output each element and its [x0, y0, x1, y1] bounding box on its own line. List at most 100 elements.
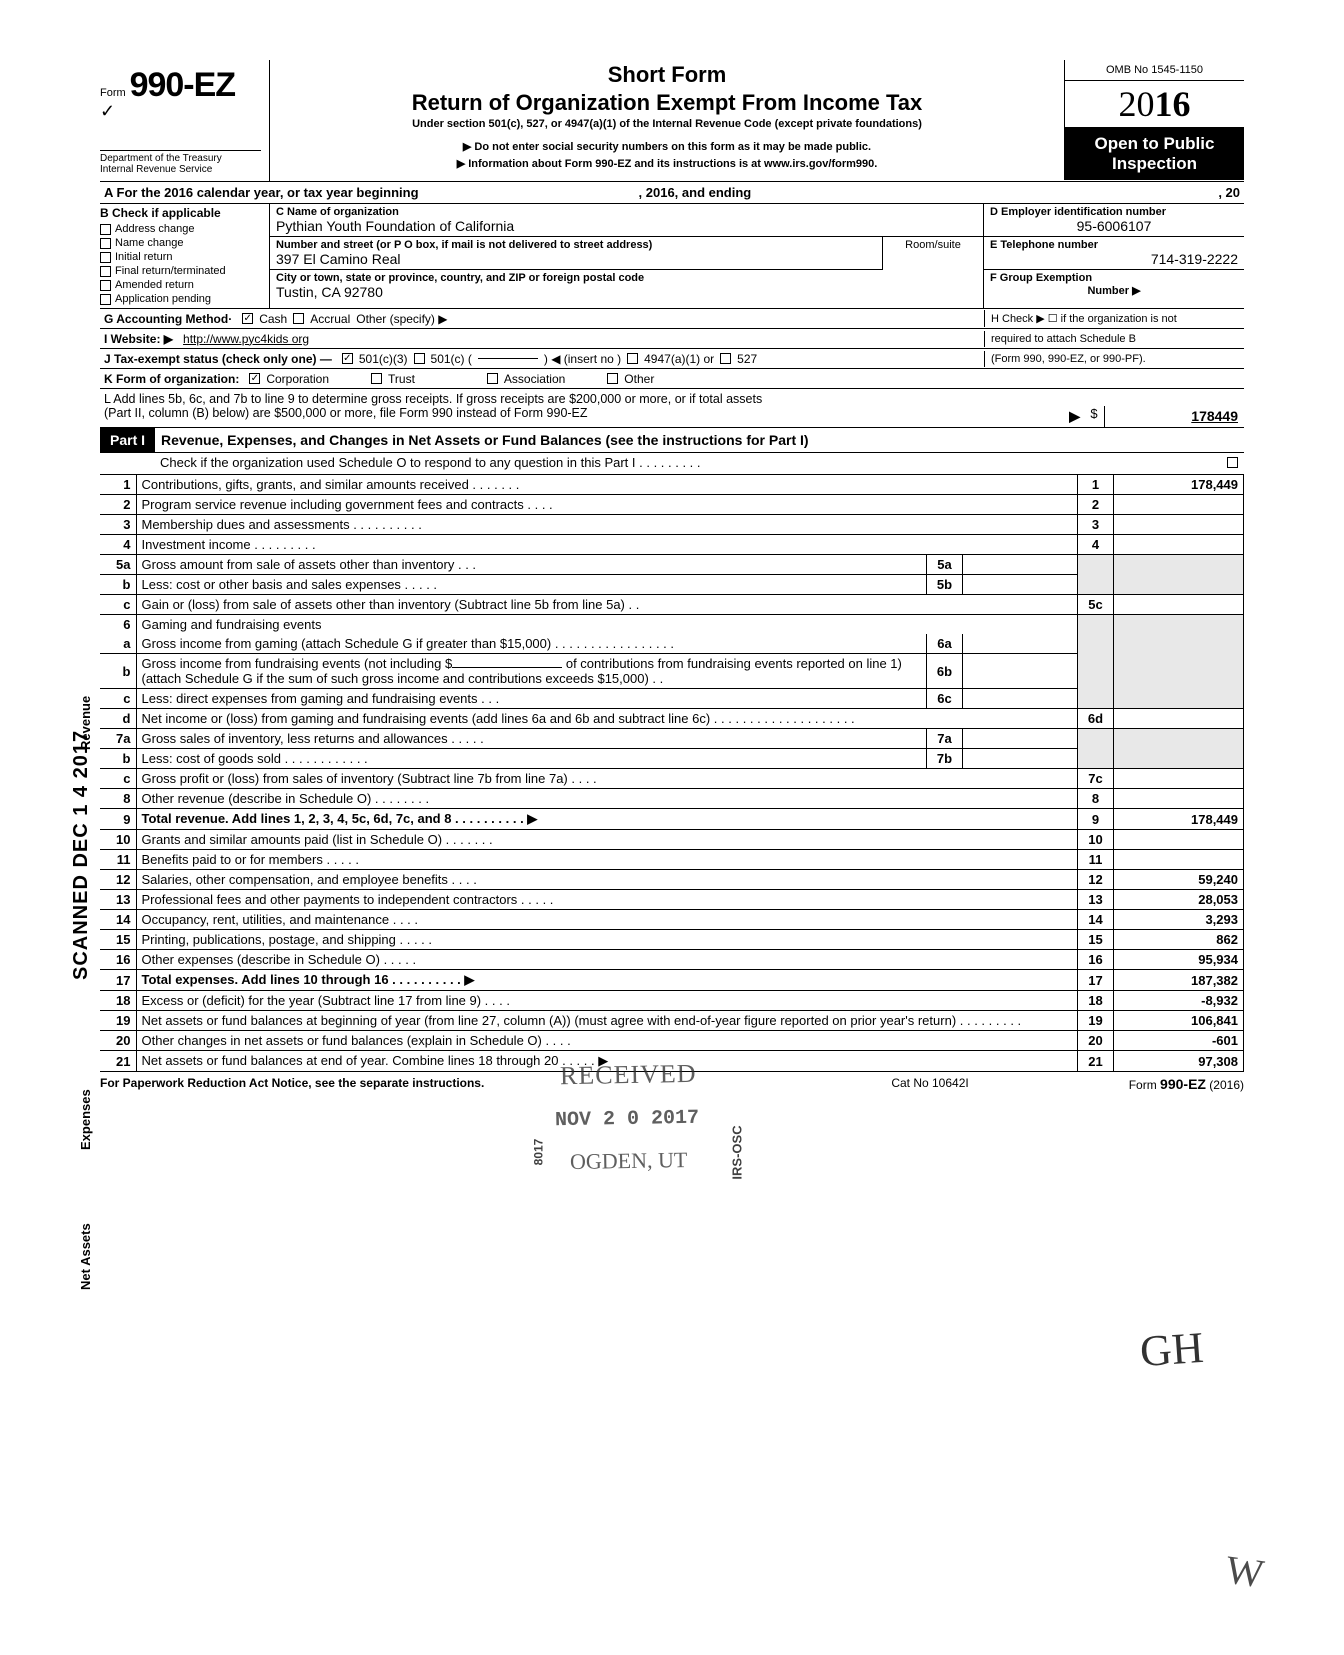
cb-cash[interactable]: ✓: [242, 313, 253, 324]
cb-501c3[interactable]: ✓: [342, 353, 353, 364]
year-bold: 16: [1155, 84, 1191, 124]
row-a-left: A For the 2016 calendar year, or tax yea…: [104, 185, 419, 200]
row-k: K Form of organization: ✓Corporation Tru…: [100, 369, 1244, 389]
cb-amended[interactable]: Amended return: [100, 278, 267, 292]
cb-corp[interactable]: ✓: [249, 373, 260, 384]
org-name-block: C Name of organization Pythian Youth Fou…: [270, 204, 983, 237]
line-14: 14 Occupancy, rent, utilities, and maint…: [100, 910, 1244, 930]
group-lbl: F Group Exemption: [990, 272, 1238, 284]
ssn-warning: ▶ Do not enter social security numbers o…: [276, 140, 1058, 153]
l-dollar: $: [1084, 406, 1104, 427]
row-g: G Accounting Method· ✓Cash Accrual Other…: [100, 310, 984, 328]
group-lbl2: Number ▶: [990, 284, 1238, 297]
cb-address-change[interactable]: Address change: [100, 222, 267, 236]
side-expenses: Expenses: [78, 1089, 93, 1150]
j-label: J Tax-exempt status (check only one) —: [104, 352, 332, 366]
ein-val: 95-6006107: [990, 218, 1238, 234]
cb-accrual[interactable]: [293, 313, 304, 324]
cb-501c[interactable]: [414, 353, 425, 364]
row-i: I Website: ▶ http://www.pyc4kids org req…: [100, 329, 1244, 349]
line-3: 3 Membership dues and assessments . . . …: [100, 515, 1244, 535]
line-6c: c Less: direct expenses from gaming and …: [100, 689, 1244, 709]
line-18: 18 Excess or (deficit) for the year (Sub…: [100, 991, 1244, 1011]
line-7c: c Gross profit or (loss) from sales of i…: [100, 769, 1244, 789]
open-public: Open to Public Inspection: [1065, 128, 1244, 180]
row-h-1: H Check ▶ ☐ if the organization is not: [984, 310, 1244, 327]
part1-tag: Part I: [100, 428, 155, 452]
line-2: 2 Program service revenue including gove…: [100, 495, 1244, 515]
header-left: Form 990-EZ ✓ Department of the Treasury…: [100, 60, 270, 181]
cb-trust[interactable]: [371, 373, 382, 384]
row-j: J Tax-exempt status (check only one) — ✓…: [100, 349, 1244, 369]
cb-527[interactable]: [720, 353, 731, 364]
header-right: OMB No 1545-1150 2016 Open to Public Ins…: [1064, 60, 1244, 180]
org-name-lbl: C Name of organization: [276, 206, 977, 218]
l-amount: 178449: [1104, 406, 1244, 427]
header-center: Short Form Return of Organization Exempt…: [270, 60, 1064, 172]
cb-final-return[interactable]: Final return/terminated: [100, 264, 267, 278]
part1-title: Revenue, Expenses, and Changes in Net As…: [155, 428, 1244, 452]
main-table: 1 Contributions, gifts, grants, and simi…: [100, 475, 1244, 1072]
part1-sub: Check if the organization used Schedule …: [100, 453, 1244, 475]
stamp-scanned: SCANNED DEC 1 4 2017: [70, 730, 93, 980]
city-block: City or town, state or province, country…: [270, 270, 983, 302]
line-9: 9 Total revenue. Add lines 1, 2, 3, 4, 5…: [100, 809, 1244, 830]
line-5c: c Gain or (loss) from sale of assets oth…: [100, 595, 1244, 615]
line-13: 13 Professional fees and other payments …: [100, 890, 1244, 910]
line-1: 1 Contributions, gifts, grants, and simi…: [100, 475, 1244, 495]
initial-mark: GH: [1139, 1322, 1206, 1377]
l-text1: L Add lines 5b, 6c, and 7b to line 9 to …: [104, 392, 762, 406]
line-6b: b Gross income from fundraising events (…: [100, 654, 1244, 689]
row-h-3: (Form 990, 990-EZ, or 990-PF).: [984, 351, 1244, 367]
line-5b: b Less: cost or other basis and sales ex…: [100, 575, 1244, 595]
return-title: Return of Organization Exempt From Incom…: [276, 90, 1058, 116]
line-17: 17 Total expenses. Add lines 10 through …: [100, 970, 1244, 991]
k-label: K Form of organization:: [104, 372, 239, 386]
tick-small: ✓: [100, 101, 261, 122]
cb-4947[interactable]: [627, 353, 638, 364]
line-19: 19 Net assets or fund balances at beginn…: [100, 1011, 1244, 1031]
col-b-header: B Check if applicable: [100, 206, 267, 222]
form-990ez: Form 990-EZ ✓ Department of the Treasury…: [100, 60, 1244, 1092]
addr-lbl: Number and street (or P O box, if mail i…: [276, 239, 876, 251]
form-prefix: Form: [100, 87, 126, 99]
dept-line2: Internal Revenue Service: [100, 164, 261, 175]
row-l-2: (Part II, column (B) below) are $500,000…: [100, 406, 1244, 428]
stamp-date: NOV 2 0 2017: [555, 1107, 699, 1133]
part1-sub-text: Check if the organization used Schedule …: [160, 455, 701, 470]
footer-right: Form 990-EZ (2016): [1129, 1076, 1244, 1092]
row-gh: G Accounting Method· ✓Cash Accrual Other…: [100, 309, 1244, 329]
line-15: 15 Printing, publications, postage, and …: [100, 930, 1244, 950]
phone-val: 714-319-2222: [990, 251, 1238, 267]
cb-name-change[interactable]: Name change: [100, 236, 267, 250]
tax-year: 2016: [1065, 81, 1244, 128]
addr-row: Number and street (or P O box, if mail i…: [270, 237, 983, 270]
ein-block: D Employer identification number 95-6006…: [984, 204, 1244, 237]
stamp-irsosc: IRS-OSC: [730, 1125, 745, 1179]
addr-block: Number and street (or P O box, if mail i…: [270, 237, 883, 270]
line-6: 6 Gaming and fundraising events: [100, 615, 1244, 635]
line-6a: a Gross income from gaming (attach Sched…: [100, 634, 1244, 654]
website-val: http://www.pyc4kids org: [183, 332, 309, 346]
row-a: A For the 2016 calendar year, or tax yea…: [100, 182, 1244, 204]
col-b: B Check if applicable Address change Nam…: [100, 204, 270, 308]
cb-initial-return[interactable]: Initial return: [100, 250, 267, 264]
side-netassets: Net Assets: [78, 1223, 93, 1290]
form-number: 990-EZ: [130, 66, 236, 104]
dept: Department of the Treasury Internal Reve…: [100, 150, 261, 175]
l-arrow: ▶: [1065, 406, 1084, 427]
cb-other[interactable]: [607, 373, 618, 384]
cb-assoc[interactable]: [487, 373, 498, 384]
info-line: ▶ Information about Form 990-EZ and its …: [276, 157, 1058, 170]
under-section: Under section 501(c), 527, or 4947(a)(1)…: [276, 118, 1058, 130]
row-l-1: L Add lines 5b, 6c, and 7b to line 9 to …: [100, 389, 1244, 406]
ein-lbl: D Employer identification number: [990, 206, 1238, 218]
org-name-val: Pythian Youth Foundation of California: [276, 218, 977, 234]
g-label: G Accounting Method·: [104, 312, 232, 326]
cb-schedule-o[interactable]: [1227, 457, 1238, 468]
line-6d: d Net income or (loss) from gaming and f…: [100, 709, 1244, 729]
cb-application-pending[interactable]: Application pending: [100, 292, 267, 306]
city-val: Tustin, CA 92780: [276, 284, 977, 300]
i-label: I Website: ▶: [104, 332, 173, 346]
line-10: 10 Grants and similar amounts paid (list…: [100, 830, 1244, 850]
